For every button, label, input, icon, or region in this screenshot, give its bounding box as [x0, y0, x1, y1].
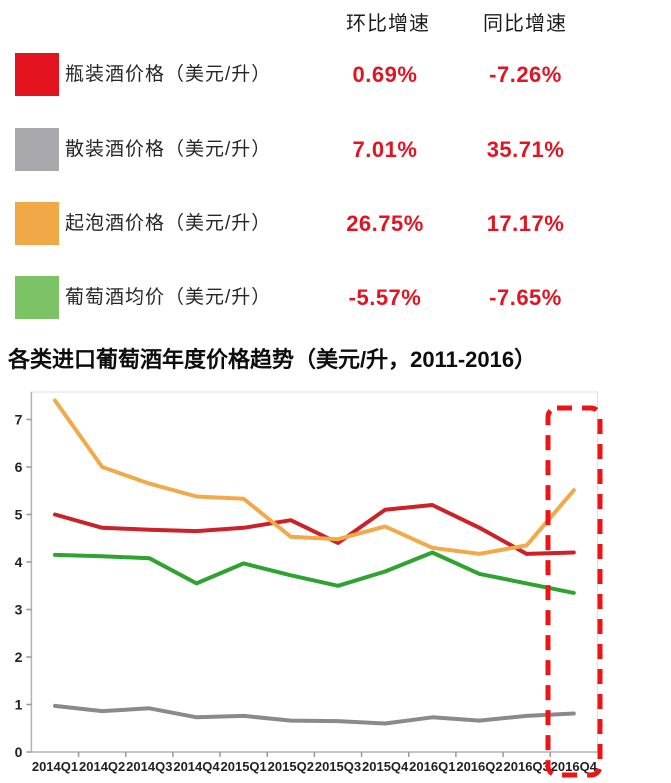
qoq-value: 26.75% — [346, 211, 424, 236]
line-series-bulk-wine — [53, 703, 576, 726]
x-tick-label: 2015Q3 — [315, 759, 361, 774]
line-series-sparkling-wine — [53, 398, 576, 556]
qoq-value: 7.01% — [352, 137, 418, 162]
yoy-value: -7.26% — [489, 62, 562, 87]
y-tick-label: 3 — [15, 602, 23, 618]
y-tick-label: 4 — [15, 554, 23, 570]
x-tick-label: 2014Q1 — [32, 759, 78, 774]
row-label: 起泡酒价格（美元/升） — [65, 213, 272, 234]
x-tick-label: 2016Q4 — [551, 759, 598, 774]
line-series-bottled-wine — [53, 503, 576, 556]
yoy-value: -7.65% — [489, 285, 562, 310]
y-tick-label: 1 — [15, 697, 23, 713]
x-tick-label: 2016Q2 — [456, 759, 502, 774]
row-label: 葡萄酒均价（美元/升） — [65, 287, 272, 308]
legend-swatch-bottled-wine — [15, 53, 59, 96]
qoq-value: -5.57% — [348, 285, 422, 310]
y-tick-label: 2 — [15, 649, 23, 665]
plot-border — [30, 391, 598, 753]
line-series-wine-average — [53, 550, 576, 595]
y-tick-label: 7 — [15, 412, 23, 428]
legend-swatch-sparkling-wine — [15, 202, 59, 245]
row-label: 瓶装酒价格（美元/升） — [65, 64, 272, 85]
x-tick-label: 2014Q2 — [79, 759, 125, 774]
y-tick-label: 0 — [15, 744, 23, 760]
highlight-box-2016q4 — [545, 405, 603, 778]
row-label: 散装酒价格（美元/升） — [65, 139, 272, 160]
legend-swatch-bulk-wine — [15, 128, 59, 171]
x-tick-label: 2016Q1 — [409, 759, 455, 774]
x-tick-label: 2016Q3 — [504, 759, 550, 774]
x-tick-label: 2015Q1 — [221, 759, 267, 774]
column-header-yoy: 同比增速 — [483, 13, 567, 35]
x-tick-label: 2014Q4 — [173, 759, 220, 774]
column-header-qoq: 环比增速 — [346, 13, 430, 35]
chart-title: 各类进口葡萄酒年度价格趋势（美元/升，2011-2016） — [8, 347, 537, 372]
x-tick-label: 2015Q4 — [362, 759, 409, 774]
x-tick-label: 2014Q3 — [126, 759, 172, 774]
y-tick-label: 5 — [15, 507, 23, 523]
yoy-value: 17.17% — [486, 211, 565, 236]
y-tick-label: 6 — [15, 459, 23, 475]
yoy-value: 35.71% — [486, 137, 565, 162]
x-tick-label: 2015Q2 — [268, 759, 314, 774]
qoq-value: 0.69% — [352, 62, 418, 87]
legend-swatch-wine-average — [15, 276, 59, 319]
